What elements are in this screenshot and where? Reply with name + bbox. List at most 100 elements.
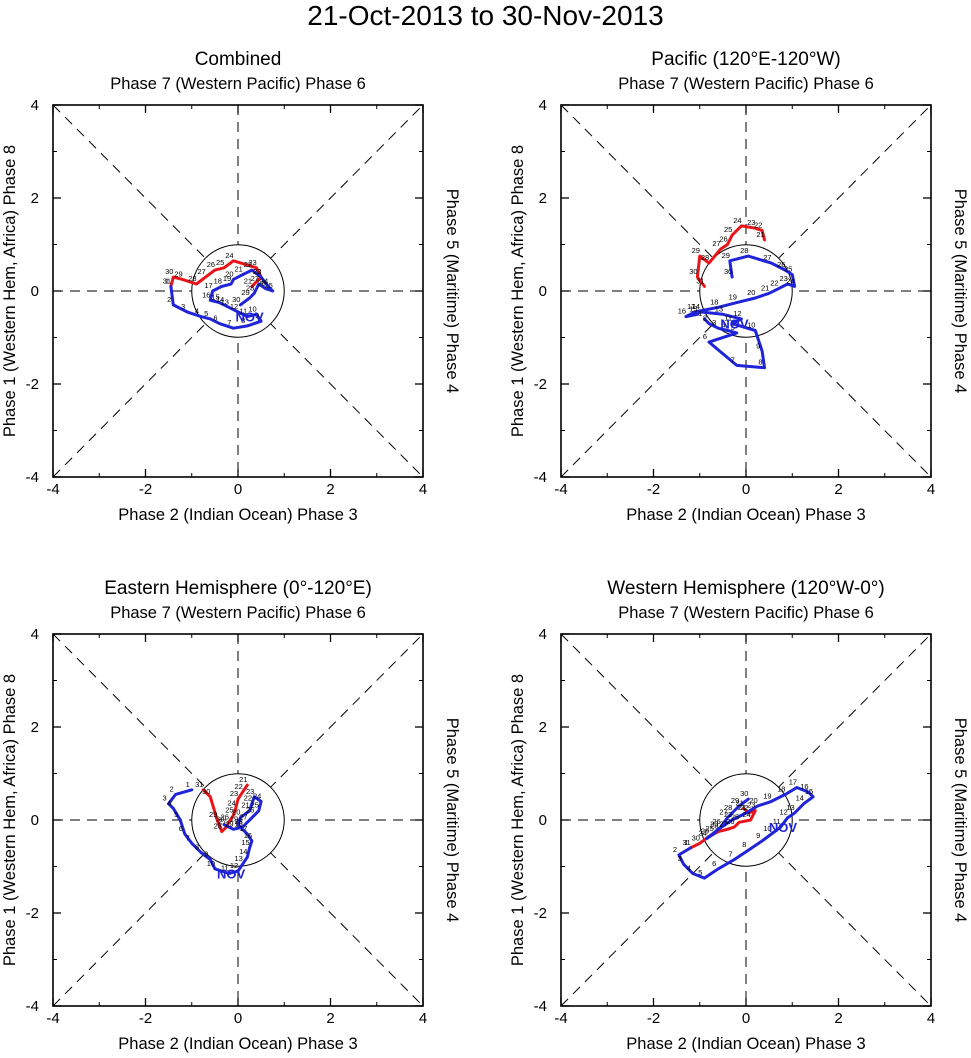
november-day-label: 8 <box>195 843 199 852</box>
october-day-label: 31 <box>195 780 203 789</box>
november-day-label: 20 <box>749 796 757 805</box>
november-day-label: 4 <box>687 863 691 872</box>
november-day-label: 16 <box>244 831 252 840</box>
november-trajectory <box>677 786 815 880</box>
november-day-label: 22 <box>244 260 252 269</box>
x-tick-label: 0 <box>234 1010 242 1027</box>
november-day-label: 6 <box>703 332 707 341</box>
y-tick-label: 4 <box>539 97 547 114</box>
november-day-label: 13 <box>221 297 229 306</box>
november-day-label: 25 <box>784 265 792 274</box>
november-day-label: 7 <box>227 318 231 327</box>
y-tick-label: 2 <box>31 190 39 207</box>
x-tick-label: 0 <box>742 1010 750 1027</box>
panel-title: Western Hemisphere (120°W-0°) <box>607 578 884 599</box>
november-day-label: 28 <box>724 803 732 812</box>
november-day-label: 4 <box>195 307 199 316</box>
november-day-label: 21 <box>234 265 242 274</box>
october-day-label: 24 <box>225 251 233 260</box>
november-day-label: 16 <box>202 290 210 299</box>
november-day-label: 17 <box>789 777 797 786</box>
x-tick-label: -4 <box>46 1010 59 1027</box>
phase-label-right: Phase 5 (Maritime) Phase 4 <box>951 189 969 394</box>
october-day-label: 21 <box>239 775 247 784</box>
november-day-label: 27 <box>719 808 727 817</box>
november-day-label: 9 <box>204 850 208 859</box>
november-day-label: 21 <box>738 803 746 812</box>
november-day-label: 14 <box>692 302 700 311</box>
november-day-label: 27 <box>239 812 247 821</box>
november-day-label: 30 <box>740 789 748 798</box>
october-day-label: 25 <box>216 258 224 267</box>
november-day-label: 22 <box>724 810 732 819</box>
october-day-label: 22 <box>754 221 762 230</box>
october-day-label: 22 <box>740 803 748 812</box>
november-day-label: 7 <box>728 850 732 859</box>
october-day-label: 23 <box>747 218 755 227</box>
november-day-label: 1 <box>165 276 169 285</box>
phase-label-left: Phase 1 (Western Hem, Africa) Phase 8 <box>1 145 19 437</box>
november-day-label: 15 <box>805 787 813 796</box>
month-label: NOV <box>769 820 798 835</box>
november-day-label: 28 <box>740 246 748 255</box>
november-day-label: 25 <box>265 281 273 290</box>
october-day-label: 30 <box>689 267 697 276</box>
november-day-label: 3 <box>712 318 716 327</box>
phase-label-left: Phase 1 (Western Hem, Africa) Phase 8 <box>509 145 527 437</box>
november-day-label: 5 <box>698 868 702 877</box>
month-label: NOV <box>217 866 246 881</box>
november-day-label: 12 <box>733 309 741 318</box>
phase-label-top: Phase 7 (Western Pacific) Phase 6 <box>618 75 874 93</box>
november-day-label: 30 <box>232 295 240 304</box>
november-day-label: 6 <box>179 824 183 833</box>
y-tick-label: 0 <box>539 812 547 829</box>
y-tick-label: 0 <box>31 812 39 829</box>
november-day-label: 1 <box>186 780 190 789</box>
november-day-label: 14 <box>239 847 247 856</box>
x-tick-label: -2 <box>139 481 152 498</box>
november-day-label: 14 <box>796 794 804 803</box>
november-day-label: 11 <box>724 314 732 323</box>
november-day-label: 9 <box>756 831 760 840</box>
november-day-label: 26 <box>258 279 266 288</box>
october-day-label: 22 <box>253 267 261 276</box>
november-day-label: 28 <box>234 817 242 826</box>
october-day-label: 21 <box>736 798 744 807</box>
november-day-label: 28 <box>246 283 254 292</box>
x-tick-label: -2 <box>647 1010 660 1027</box>
x-tick-label: 4 <box>419 481 427 498</box>
october-day-label: 23 <box>230 789 238 798</box>
november-day-label: 1 <box>698 309 702 318</box>
october-day-label: 29 <box>701 826 709 835</box>
november-day-label: 24 <box>260 276 268 285</box>
november-day-label: 2 <box>703 314 707 323</box>
month-label: NOV <box>235 310 264 325</box>
november-day-label: 2 <box>673 845 677 854</box>
november-trajectory <box>167 788 263 875</box>
november-day-label: 6 <box>712 859 716 868</box>
november-day-label: 16 <box>800 782 808 791</box>
x-tick-label: 4 <box>927 481 935 498</box>
november-day-label: 7 <box>186 833 190 842</box>
october-day-label: 24 <box>228 798 236 807</box>
november-day-label: 21 <box>761 283 769 292</box>
y-tick-label: -4 <box>26 469 39 486</box>
october-day-label: 28 <box>214 822 222 831</box>
x-tick-label: -4 <box>46 481 59 498</box>
y-tick-label: 4 <box>31 97 39 114</box>
november-day-label: 26 <box>246 805 254 814</box>
october-day-label: 26 <box>719 235 727 244</box>
november-day-label: 4 <box>167 798 171 807</box>
november-day-label: 18 <box>214 276 222 285</box>
october-day-label: 26 <box>726 817 734 826</box>
october-day-label: 21 <box>756 230 764 239</box>
november-day-label: 11 <box>773 817 781 826</box>
y-tick-label: 4 <box>539 626 547 643</box>
october-day-label: 26 <box>207 260 215 269</box>
november-day-label: 13 <box>234 854 242 863</box>
november-day-label: 16 <box>678 307 686 316</box>
october-day-label: 24 <box>733 216 741 225</box>
november-day-label: 11 <box>239 307 247 316</box>
november-day-label: 8 <box>241 316 245 325</box>
